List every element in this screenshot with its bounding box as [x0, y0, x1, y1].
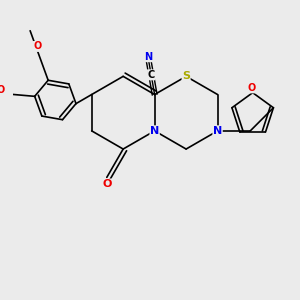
Text: N: N [145, 52, 153, 62]
Text: C: C [148, 70, 155, 80]
Text: O: O [102, 179, 112, 189]
Text: O: O [0, 85, 5, 95]
Text: S: S [182, 71, 190, 81]
Text: N: N [213, 126, 222, 136]
Text: O: O [248, 83, 256, 93]
Text: O: O [34, 41, 42, 52]
Text: N: N [150, 126, 159, 136]
